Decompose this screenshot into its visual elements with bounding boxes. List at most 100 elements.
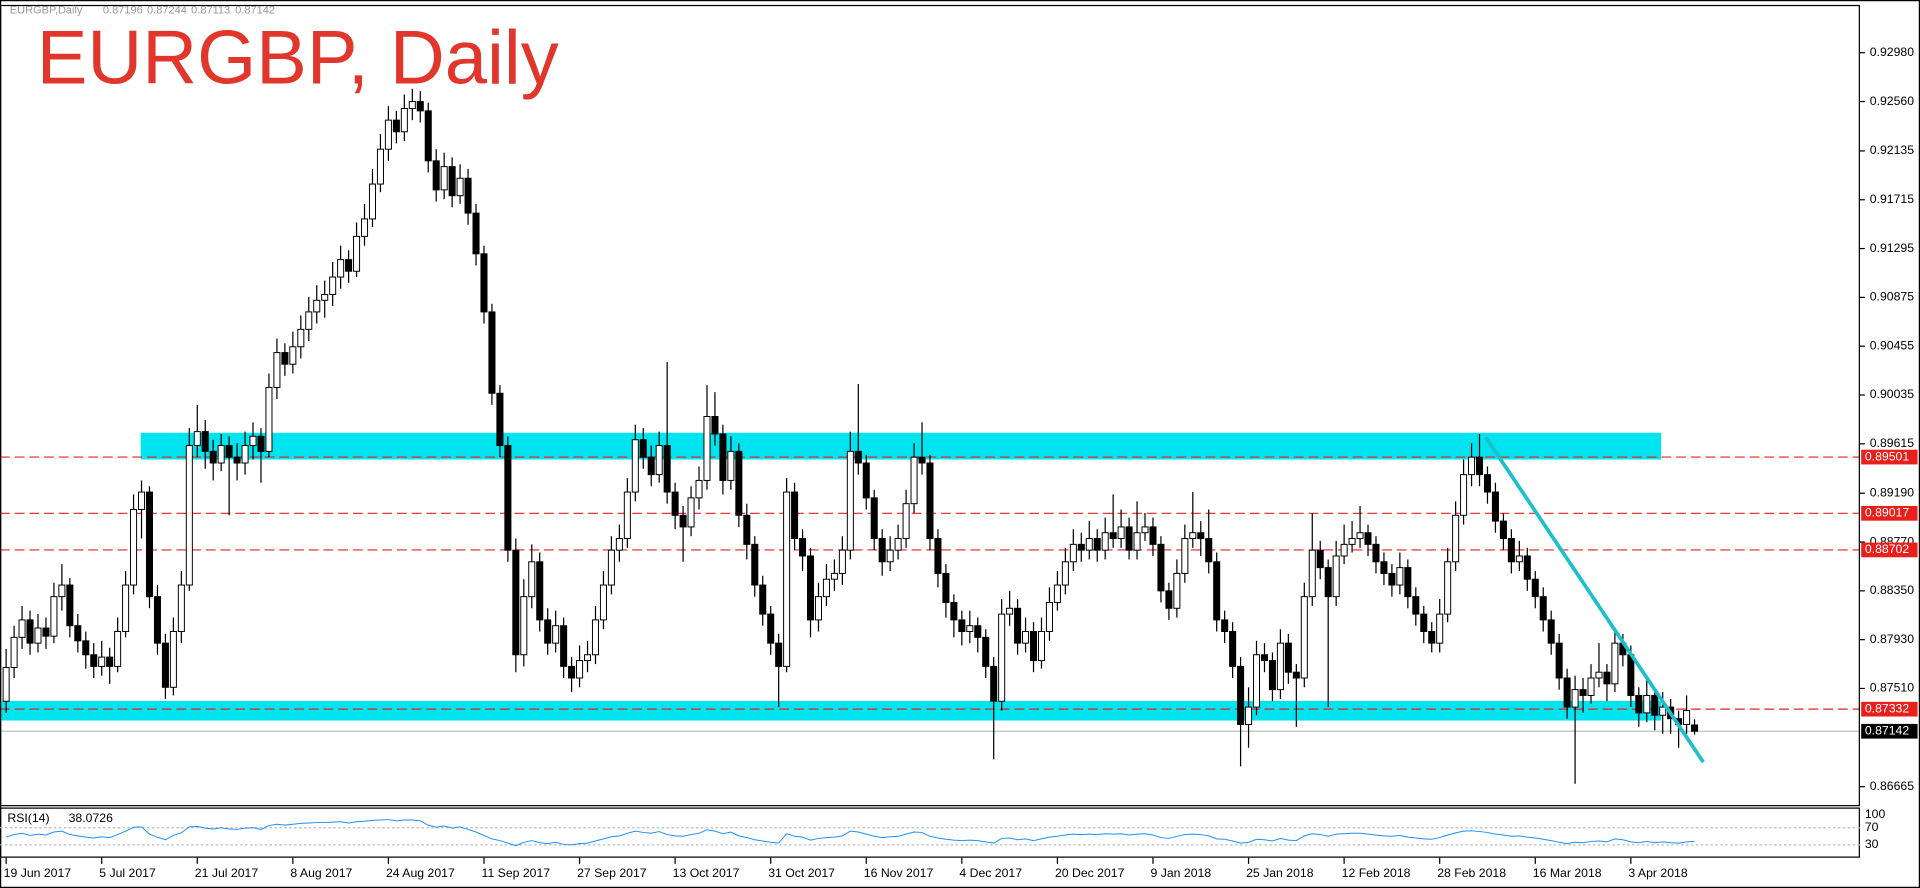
level-label: 0.89501 — [1865, 449, 1909, 463]
candle-body — [615, 538, 623, 551]
candle-body — [1245, 706, 1253, 725]
x-tick-label: 11 Sep 2017 — [482, 866, 551, 880]
candle-body — [313, 299, 321, 313]
candle-body — [361, 218, 369, 237]
candle-body — [807, 555, 815, 621]
rsi-tick-label: 100 — [1865, 807, 1886, 821]
candle-body — [878, 538, 886, 563]
candle-body — [1316, 549, 1324, 569]
x-tick-label: 25 Jan 2018 — [1246, 866, 1314, 880]
zone — [140, 432, 1662, 460]
candle-body — [1547, 619, 1555, 644]
candle-body — [305, 311, 313, 330]
candle-body — [114, 631, 122, 667]
candle-body — [90, 654, 98, 667]
candle-body — [1133, 532, 1141, 551]
header-symbol: EURGBP,Daily — [10, 4, 83, 16]
candle-body — [1006, 607, 1014, 615]
candle-body — [1085, 538, 1093, 551]
candle-body — [695, 479, 703, 499]
candle-body — [480, 253, 488, 313]
candle-body — [321, 293, 329, 301]
candle-body — [1491, 491, 1499, 522]
candle-body — [1213, 561, 1221, 621]
candle-body — [1428, 631, 1436, 644]
candle-body — [631, 439, 639, 493]
candle-body — [552, 625, 560, 644]
candle-body — [1229, 631, 1237, 667]
candle-body — [384, 119, 392, 150]
candle-body — [639, 439, 647, 458]
candle-body — [58, 584, 66, 598]
candle-body — [1356, 532, 1364, 540]
candle-body — [1157, 543, 1165, 592]
candle-body — [193, 431, 201, 447]
candle-body — [122, 584, 130, 633]
y-tick-label: 0.92560 — [1870, 94, 1914, 108]
candle-body — [217, 445, 225, 464]
candle-body — [791, 491, 799, 540]
trendline — [1484, 436, 1705, 764]
x-tick-label: 3 Apr 2018 — [1628, 866, 1687, 880]
candle-body — [1523, 555, 1531, 580]
candle-body — [66, 584, 74, 627]
candle-body — [1141, 526, 1149, 534]
candle-body — [1635, 694, 1643, 714]
candle-body — [1300, 596, 1308, 679]
candle-body — [1237, 665, 1245, 725]
header-close: 0.87142 — [235, 4, 275, 16]
candle-body — [1173, 572, 1181, 609]
candle-body — [209, 450, 217, 464]
candle-body — [440, 166, 448, 191]
rsi-value: 38.0726 — [69, 811, 113, 825]
y-tick-label: 0.90035 — [1870, 387, 1914, 401]
x-tick-label: 19 Jun 2017 — [4, 866, 72, 880]
zone — [0, 700, 1662, 721]
candle-body — [424, 110, 432, 162]
x-tick-label: 28 Feb 2018 — [1437, 866, 1506, 880]
rsi-tick-label: 70 — [1865, 820, 1879, 834]
candle-body — [448, 166, 456, 197]
y-tick-label: 0.92135 — [1870, 143, 1914, 157]
level-label-box — [1861, 701, 1918, 717]
y-tick-label: 0.89615 — [1870, 436, 1914, 450]
candle-body — [488, 311, 496, 394]
candle-body — [153, 596, 161, 644]
candle-body — [536, 561, 544, 621]
x-tick-label: 8 Aug 2017 — [290, 866, 352, 880]
candle-body — [145, 491, 154, 598]
candle-body — [775, 642, 783, 667]
y-tick-label: 0.88350 — [1870, 583, 1914, 597]
candle-body — [838, 549, 846, 574]
candle-body — [966, 625, 974, 633]
candle-body — [743, 514, 751, 545]
candle-body — [512, 549, 520, 656]
candle-body — [2, 667, 10, 702]
candle-body — [1117, 526, 1125, 540]
candle-body — [647, 456, 655, 476]
candle-body — [289, 346, 297, 365]
candle-body — [1093, 538, 1101, 551]
candle-body — [1531, 578, 1539, 598]
candle-body — [1252, 654, 1261, 708]
candle-body — [1221, 619, 1229, 633]
candle-body — [1332, 555, 1340, 598]
candle-body — [82, 640, 90, 656]
y-tick-label: 0.87510 — [1870, 681, 1914, 695]
candle-body — [376, 148, 384, 185]
candle-body — [1579, 689, 1587, 696]
candle-body — [599, 584, 607, 621]
candle-body — [464, 177, 472, 214]
candle-body — [241, 445, 249, 464]
candle-body — [1181, 538, 1189, 574]
candle-body — [1499, 520, 1507, 540]
candle-body — [169, 631, 177, 688]
candle-body — [711, 416, 719, 435]
candle-body — [894, 538, 902, 551]
y-tick-label: 0.91715 — [1870, 192, 1914, 206]
candle-body — [130, 508, 138, 586]
candle-body — [1539, 596, 1547, 621]
candle-body — [1268, 660, 1276, 691]
candle-body — [902, 503, 910, 540]
